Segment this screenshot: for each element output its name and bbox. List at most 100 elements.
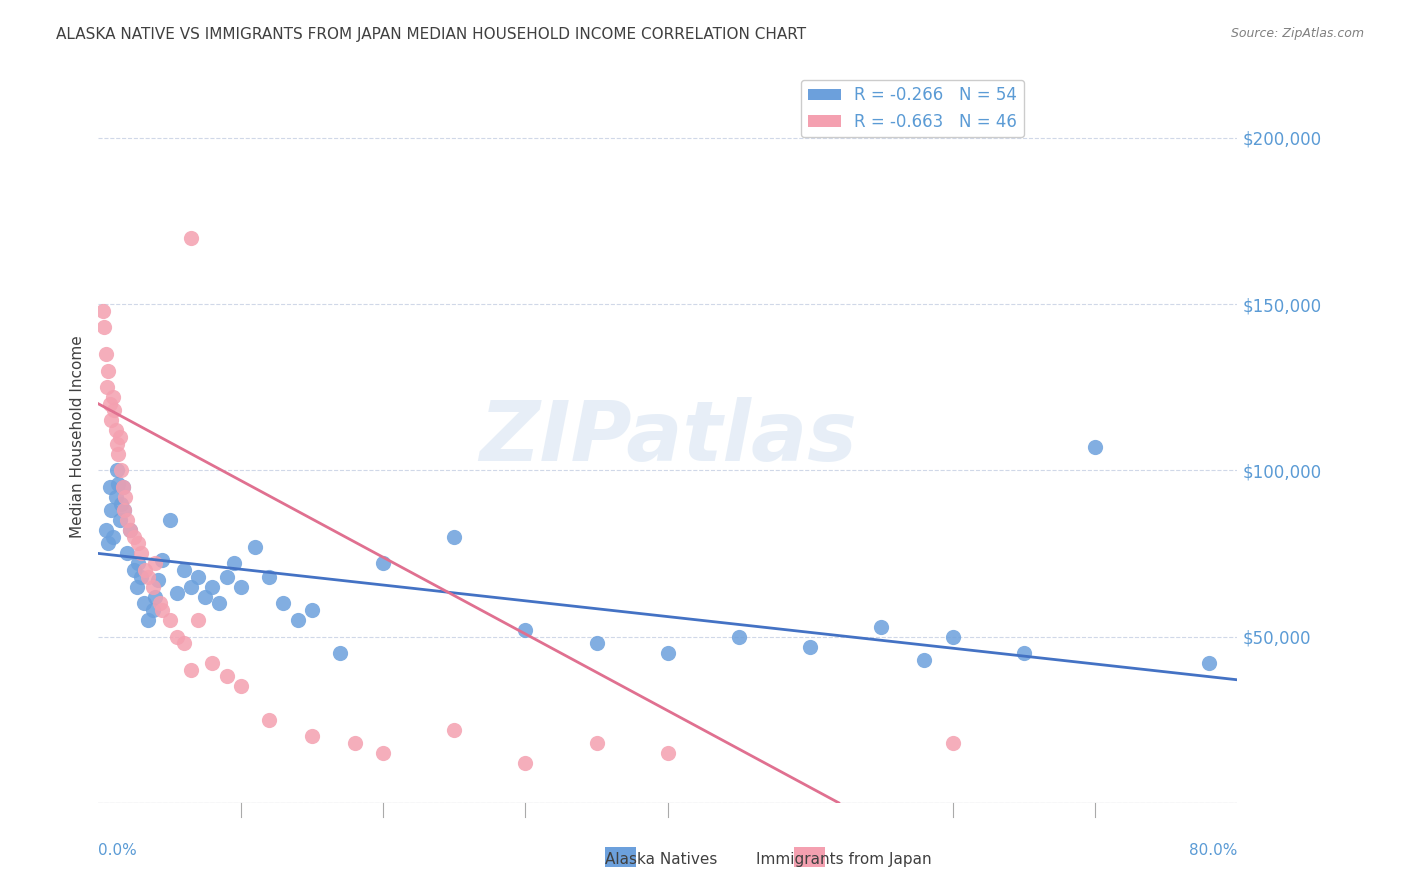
Point xyxy=(129,570,152,584)
Point xyxy=(107,476,129,491)
Point xyxy=(108,430,131,444)
Point xyxy=(111,480,134,494)
Point xyxy=(585,736,607,750)
Point xyxy=(229,680,252,694)
Point xyxy=(159,613,181,627)
Point xyxy=(100,413,122,427)
Point xyxy=(229,580,252,594)
Point xyxy=(180,663,202,677)
Point xyxy=(115,546,138,560)
Point xyxy=(259,570,281,584)
Point xyxy=(222,557,245,571)
Point xyxy=(194,590,217,604)
Point xyxy=(159,513,181,527)
Point xyxy=(122,530,145,544)
Point xyxy=(799,640,821,654)
Point xyxy=(173,636,195,650)
Point xyxy=(301,729,323,743)
Point xyxy=(215,669,238,683)
Text: Alaska Natives: Alaska Natives xyxy=(605,852,717,867)
Point xyxy=(132,596,155,610)
Point xyxy=(94,347,117,361)
Legend: R = -0.266   N = 54, R = -0.663   N = 46: R = -0.266 N = 54, R = -0.663 N = 46 xyxy=(801,79,1024,137)
Point xyxy=(125,580,148,594)
Point xyxy=(373,746,395,760)
Point xyxy=(243,540,266,554)
Point xyxy=(273,596,295,610)
Point xyxy=(148,573,170,587)
Point xyxy=(110,497,132,511)
Point xyxy=(187,613,209,627)
Text: ALASKA NATIVE VS IMMIGRANTS FROM JAPAN MEDIAN HOUSEHOLD INCOME CORRELATION CHART: ALASKA NATIVE VS IMMIGRANTS FROM JAPAN M… xyxy=(56,27,807,42)
Point xyxy=(107,447,129,461)
Text: ZIPatlas: ZIPatlas xyxy=(479,397,856,477)
Point xyxy=(127,557,149,571)
Point xyxy=(208,596,231,610)
Point xyxy=(657,646,679,660)
Point xyxy=(180,580,202,594)
Point xyxy=(98,480,121,494)
Point xyxy=(110,463,132,477)
Point xyxy=(111,480,134,494)
Point xyxy=(1084,440,1107,454)
Point xyxy=(942,630,965,644)
Point xyxy=(97,536,120,550)
Point xyxy=(515,623,537,637)
Point xyxy=(141,580,163,594)
Point xyxy=(93,320,115,334)
Point xyxy=(127,536,149,550)
Point xyxy=(122,563,145,577)
Point xyxy=(870,619,893,633)
Point xyxy=(136,613,159,627)
Point xyxy=(301,603,323,617)
Text: Source: ZipAtlas.com: Source: ZipAtlas.com xyxy=(1230,27,1364,40)
Text: 0.0%: 0.0% xyxy=(98,843,138,858)
Point xyxy=(657,746,679,760)
Point xyxy=(287,613,309,627)
Point xyxy=(104,424,127,438)
Point xyxy=(103,403,125,417)
Point xyxy=(728,630,751,644)
Point xyxy=(443,723,465,737)
Point xyxy=(585,636,607,650)
Point xyxy=(118,523,141,537)
Point xyxy=(152,603,174,617)
Point xyxy=(112,503,135,517)
Point xyxy=(115,513,138,527)
Point xyxy=(112,503,135,517)
Point xyxy=(149,596,172,610)
Point xyxy=(97,363,120,377)
Point xyxy=(942,736,965,750)
Point xyxy=(166,586,188,600)
Point xyxy=(215,570,238,584)
Point xyxy=(96,380,118,394)
Point xyxy=(94,523,117,537)
Point xyxy=(98,397,121,411)
Point xyxy=(515,756,537,770)
Point xyxy=(105,463,128,477)
Point xyxy=(108,513,131,527)
Point xyxy=(173,563,195,577)
Point xyxy=(912,653,935,667)
Point xyxy=(343,736,366,750)
Point xyxy=(201,580,224,594)
Point xyxy=(201,656,224,670)
Point xyxy=(1198,656,1220,670)
Point xyxy=(180,230,202,244)
Point xyxy=(104,490,127,504)
Point xyxy=(152,553,174,567)
Point xyxy=(91,303,114,318)
Point xyxy=(259,713,281,727)
Point xyxy=(329,646,352,660)
Text: 80.0%: 80.0% xyxy=(1189,843,1237,858)
Point xyxy=(187,570,209,584)
Point xyxy=(118,523,141,537)
Point xyxy=(129,546,152,560)
Point xyxy=(141,603,163,617)
Point xyxy=(145,557,167,571)
Point xyxy=(134,563,156,577)
Point xyxy=(114,490,136,504)
Point xyxy=(1012,646,1035,660)
Point xyxy=(101,530,124,544)
Y-axis label: Median Household Income: Median Household Income xyxy=(69,335,84,539)
